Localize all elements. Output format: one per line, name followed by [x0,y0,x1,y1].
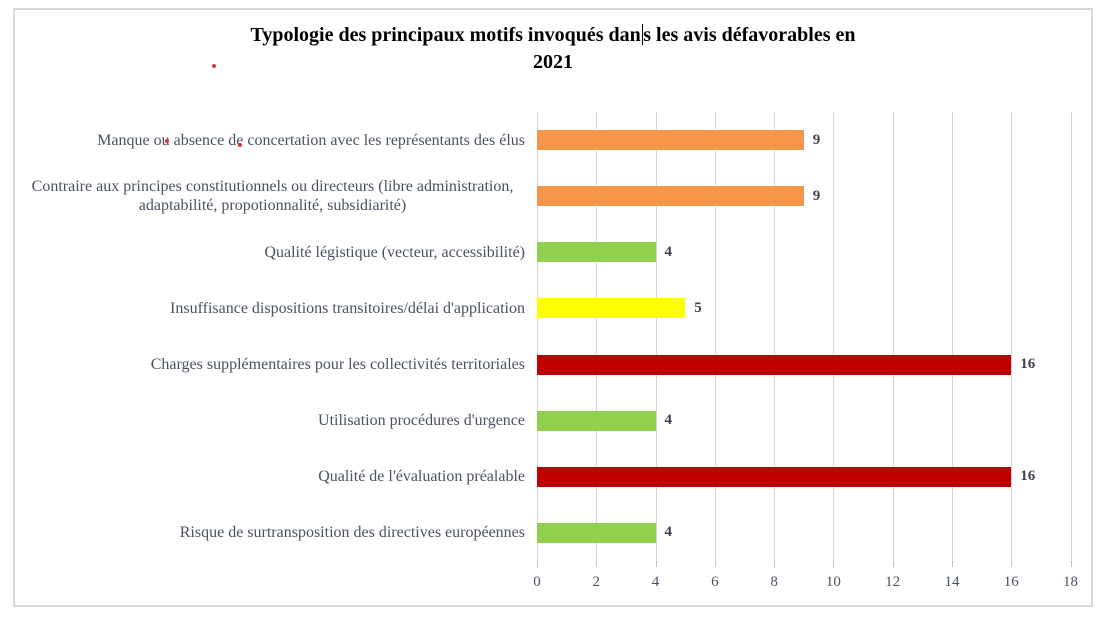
axis-tick [774,561,776,567]
category-label: Manque ou absence de concertation avec l… [97,131,525,149]
x-axis-tick-label: 12 [885,574,901,590]
category-label: Contraire aux principes constitutionnels… [31,178,514,215]
x-axis-tick-label: 14 [944,574,960,590]
data-label: 9 [812,131,821,148]
bar-cell: 4 [537,393,1070,449]
red-dot-artifact [238,143,242,147]
category-label: Qualité de l'évaluation préalable [318,468,525,486]
gridline [537,112,538,561]
data-label: 4 [664,412,673,429]
bar[interactable] [537,298,686,319]
x-axis-tick-label: 8 [770,574,778,590]
data-label: 5 [694,299,702,316]
red-dot-artifact [212,64,216,68]
gridline [951,112,953,561]
chart-row: Utilisation procédures d'urgence 4 [20,393,1070,449]
gridline [1011,112,1013,561]
category-label: Qualité légistique (vecteur, accessibili… [264,243,525,261]
axis-tick [1070,561,1072,567]
chart-title-text-after-caret: s les avis défavorables en [643,24,856,46]
data-label: 4 [664,243,673,260]
category-label: Charges supplémentaires pour les collect… [150,356,525,374]
category-label-cell: Qualité légistique (vecteur, accessibili… [20,243,537,262]
category-label: Utilisation procédures d'urgence [318,412,525,430]
x-axis-tick-label: 16 [1003,574,1019,590]
category-label-cell: Insuffisance dispositions transitoires/d… [20,299,537,318]
text-cursor-caret [641,24,644,45]
gridline [774,112,776,561]
x-axis-tick-label: 2 [592,574,601,590]
red-dot-artifact [165,139,169,143]
bar[interactable] [537,410,656,431]
gridline [596,112,598,561]
gridline [655,112,657,561]
chart-title-text-before-caret: Typologie des principaux motifs invoqués… [250,24,641,46]
axis-tick [951,561,953,567]
chart-row: Risque de surtransposition des directive… [20,505,1070,561]
category-label: Insuffisance dispositions transitoires/d… [170,299,525,317]
bar[interactable] [537,186,804,207]
category-label: Risque de surtransposition des directive… [179,524,525,542]
category-label-cell: Utilisation procédures d'urgence [20,411,537,430]
bar-cell: 9 [537,168,1070,224]
axis-tick [833,561,835,567]
axis-tick [596,561,598,567]
bar[interactable] [537,466,1012,487]
bar-rows: Manque ou absence de concertation avec l… [20,112,1070,561]
bar-cell: 4 [537,505,1070,561]
category-label-cell: Manque ou absence de concertation avec l… [20,131,537,150]
axis-tick [537,561,538,567]
data-label: 9 [812,187,821,204]
axis-tick [655,561,657,567]
chart-row: Insuffisance dispositions transitoires/d… [20,280,1070,336]
bar[interactable] [537,130,804,151]
chart-title-line2: 2021 [533,51,573,73]
x-axis-tick-label: 0 [533,574,541,590]
bar[interactable] [537,242,656,263]
gridline [833,112,835,561]
category-label-cell: Risque de surtransposition des directive… [20,523,537,542]
bar[interactable] [537,522,656,543]
category-label-cell: Contraire aux principes constitutionnels… [20,177,537,215]
chart-title: Typologie des principaux motifs invoqués… [13,22,1093,76]
chart-row: Qualité de l'évaluation préalable 16 [20,449,1070,505]
data-label: 16 [1020,468,1036,485]
axis-tick [892,561,894,567]
chart-row: Charges supplémentaires pour les collect… [20,337,1070,393]
data-label: 16 [1020,356,1036,373]
chart-row: Qualité légistique (vecteur, accessibili… [20,224,1070,280]
x-axis-tick-label: 6 [711,574,719,590]
axis-tick [1011,561,1013,567]
gridline [714,112,716,561]
bar-cell: 16 [537,449,1070,505]
x-axis-tick-label: 10 [825,574,841,590]
bar[interactable] [537,354,1012,375]
axis-tick [714,561,716,567]
x-axis-tick-label: 4 [651,574,660,590]
bar-cell: 16 [537,337,1070,393]
bar-cell: 4 [537,224,1070,280]
chart-row: Manque ou absence de concertation avec l… [20,112,1070,168]
bar-cell: 9 [537,112,1070,168]
category-label-cell: Qualité de l'évaluation préalable [20,467,537,486]
gridline [1070,112,1072,561]
chart-title-line1: Typologie des principaux motifs invoqués… [13,22,1093,49]
data-label: 4 [664,524,673,541]
gridline [892,112,894,561]
chart-row: Contraire aux principes constitutionnels… [20,168,1070,224]
bar-cell: 5 [537,280,1070,336]
category-label-cell: Charges supplémentaires pour les collect… [20,355,537,374]
x-axis-tick-label: 18 [1063,574,1078,590]
